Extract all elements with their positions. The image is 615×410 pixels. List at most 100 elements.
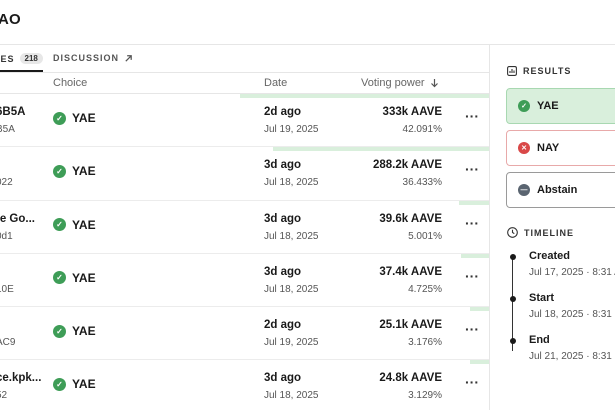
timeline-label-end: End <box>529 334 550 346</box>
check-circle-icon: ✓ <box>53 377 66 391</box>
active-tab-indicator <box>0 70 43 72</box>
vote-date-relative: 3d ago <box>264 372 302 385</box>
check-circle-icon: ✓ <box>53 271 66 285</box>
column-header-choice: Choice <box>53 77 88 89</box>
check-circle-icon: ✓ <box>53 324 66 338</box>
more-options-icon[interactable]: ··· <box>465 108 479 124</box>
vote-date-absolute: Jul 18, 2025 <box>264 283 319 295</box>
vote-date-relative: 2d ago <box>264 319 302 332</box>
external-link-icon <box>125 54 132 62</box>
timeline-label-start: Start <box>529 292 555 304</box>
vote-choice-label: YAE <box>72 324 96 339</box>
x-circle-icon: ✕ <box>518 142 530 154</box>
timeline-line <box>512 257 513 351</box>
tab-bar: TES 218 DISCUSSION <box>0 45 489 73</box>
check-circle-icon: ✓ <box>518 100 530 112</box>
vote-date-relative: 3d ago <box>264 159 302 172</box>
votes-table-body: 6B5A B5A ✓ YAE 2d ago Jul 19, 2025 333k AAVE 42… <box>0 94 489 410</box>
voting-power-value: 25.1k AAVE <box>379 319 442 332</box>
timeline-title: TIMELINE <box>524 227 574 238</box>
table-row[interactable]: ce.kpk... 52 ✓ YAE 3d ago Jul 18, 2025 24.8k A… <box>0 360 489 410</box>
voting-power-percent: 5.001% <box>408 230 442 242</box>
voting-power-bar <box>470 307 489 312</box>
voting-power-value: 288.2k AAVE <box>372 159 442 172</box>
check-circle-icon: ✓ <box>53 218 66 232</box>
voting-power-value: 37.4k AAVE <box>379 265 442 278</box>
table-row[interactable]: 022 ✓ YAE 3d ago Jul 18, 2025 288.2k AAVE 36.4… <box>0 147 489 201</box>
voter-name[interactable]: ce.kpk... <box>0 372 42 385</box>
table-row[interactable]: 6B5A B5A ✓ YAE 2d ago Jul 19, 2025 333k AAVE 42… <box>0 94 489 148</box>
vote-choice: ✓ YAE <box>53 377 96 391</box>
voter-name[interactable]: 6B5A <box>0 106 26 118</box>
vote-choice: ✓ YAE <box>53 218 96 232</box>
more-options-icon[interactable]: ··· <box>465 267 479 284</box>
result-option-nay[interactable]: ✕ NAY <box>506 130 615 166</box>
voting-power-value: 39.6k AAVE <box>379 212 442 225</box>
votes-count-badge: 218 <box>19 53 43 64</box>
vote-choice-label: YAE <box>72 217 96 232</box>
more-options-icon[interactable]: ··· <box>465 374 479 391</box>
vote-choice: ✓ YAE <box>53 164 96 178</box>
sort-down-arrow-icon <box>430 79 438 88</box>
page-title: AO <box>0 11 21 28</box>
vote-date-relative: 2d ago <box>264 106 302 118</box>
result-label-nay: NAY <box>537 142 560 154</box>
more-options-icon[interactable]: ··· <box>465 214 479 231</box>
voter-address: 10E <box>0 283 14 295</box>
timeline-date-end: Jul 21, 2025 · 8:31 <box>529 351 612 362</box>
timeline-dot-start <box>509 296 516 302</box>
more-options-icon[interactable]: ··· <box>465 161 479 178</box>
voting-power-bar <box>461 253 489 258</box>
timeline-date-created: Jul 17, 2025 · 8:31 A <box>529 267 615 278</box>
vote-date-relative: 3d ago <box>264 265 302 278</box>
tab-votes[interactable]: TES 218 <box>0 53 43 64</box>
table-row[interactable]: te Go... 0d1 ✓ YAE 3d ago Jul 18, 2025 39.6k A… <box>0 200 489 254</box>
voting-power-bar <box>240 94 489 98</box>
result-option-yae[interactable]: ✓ YAE <box>506 88 615 124</box>
sidebar-divider <box>489 45 490 410</box>
results-title: RESULTS <box>523 66 572 76</box>
voter-address: 022 <box>0 177 13 189</box>
voting-power-bar <box>470 360 489 365</box>
table-row[interactable]: AC9 ✓ YAE 2d ago Jul 19, 2025 25.1k AAVE 3.176… <box>0 307 489 361</box>
vote-choice-label: YAE <box>72 164 96 179</box>
voting-power-percent: 36.433% <box>402 177 442 189</box>
vote-choice-label: YAE <box>72 270 96 285</box>
tab-discussion[interactable]: DISCUSSION <box>53 53 133 63</box>
table-header-divider <box>0 93 489 94</box>
tab-votes-label: TES <box>0 53 15 64</box>
voter-name[interactable]: te Go... <box>0 212 35 225</box>
vote-date-absolute: Jul 19, 2025 <box>264 124 319 135</box>
sidebar: RESULTS ✓ YAE ✕ NAY — Abstain TIMELINE C… <box>490 45 615 410</box>
vote-date-absolute: Jul 19, 2025 <box>264 337 319 349</box>
votes-panel: TES 218 DISCUSSION Choice Date Voting po… <box>0 45 489 410</box>
timeline-heading: TIMELINE <box>507 227 574 238</box>
voting-power-percent: 3.176% <box>408 337 442 349</box>
voting-power-percent: 3.129% <box>408 390 442 402</box>
header-divider <box>0 44 615 45</box>
bar-chart-icon <box>507 66 517 76</box>
clock-icon <box>507 227 518 238</box>
check-circle-icon: ✓ <box>53 164 66 178</box>
result-option-abstain[interactable]: — Abstain <box>506 172 615 208</box>
vote-date-relative: 3d ago <box>264 212 302 225</box>
voting-power-bar <box>273 147 489 152</box>
voter-address: B5A <box>0 124 15 135</box>
column-header-date: Date <box>264 77 288 89</box>
timeline-dot-created <box>509 254 516 260</box>
tabs-divider <box>0 72 489 73</box>
column-header-voting-power[interactable]: Voting power <box>361 77 439 89</box>
column-header-voting-power-label: Voting power <box>361 77 425 89</box>
vote-choice-label: YAE <box>72 377 96 392</box>
result-label-abstain: Abstain <box>537 184 578 196</box>
more-options-icon[interactable]: ··· <box>465 321 479 338</box>
results-heading: RESULTS <box>507 66 571 76</box>
vote-choice: ✓ YAE <box>53 324 96 338</box>
vote-date-absolute: Jul 18, 2025 <box>264 230 319 242</box>
vote-choice-label: YAE <box>72 111 96 125</box>
tab-discussion-label: DISCUSSION <box>53 53 120 63</box>
voting-power-percent: 4.725% <box>408 283 442 295</box>
timeline-date-start: Jul 18, 2025 · 8:31 <box>529 309 612 320</box>
table-row[interactable]: 10E ✓ YAE 3d ago Jul 18, 2025 37.4k AAVE 4.725… <box>0 253 489 308</box>
voter-address: 52 <box>0 390 8 402</box>
